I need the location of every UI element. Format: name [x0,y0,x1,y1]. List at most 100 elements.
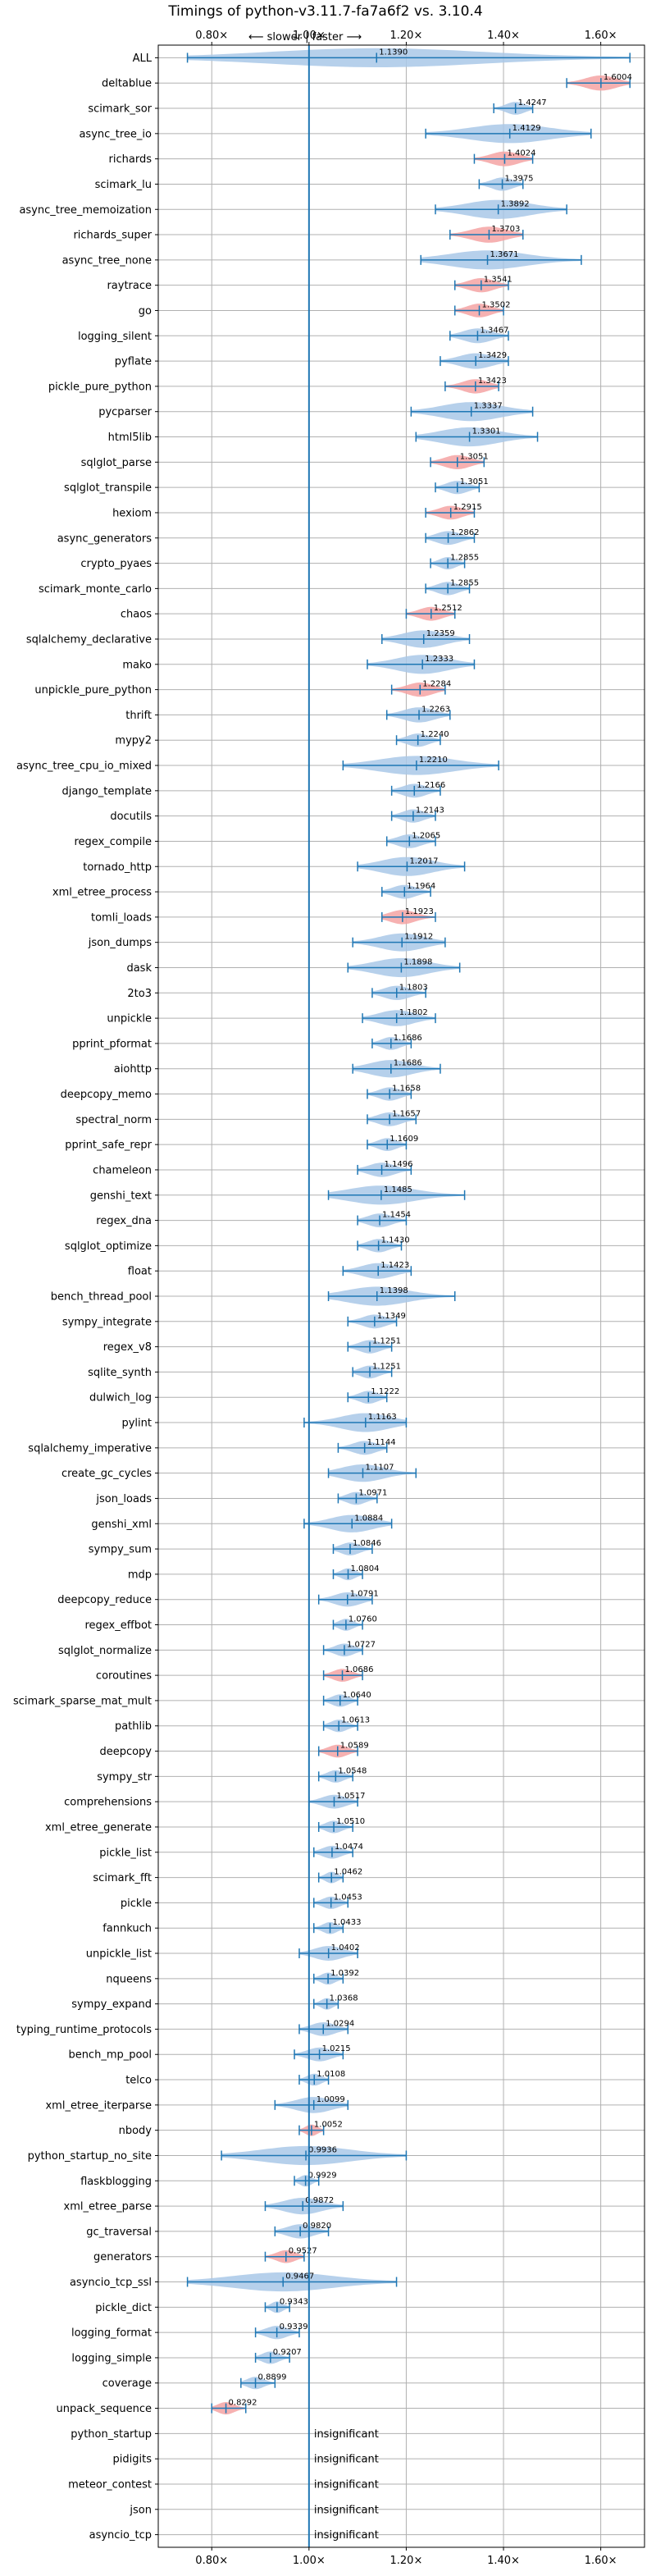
category-label-37: 2to3 [127,988,152,1000]
value-label-32: 1.2017 [409,856,438,866]
tick-label-bottom-0: 0.80× [195,2555,228,2567]
value-label-29: 1.2166 [417,781,445,790]
value-label-15: 1.3301 [472,427,501,436]
value-label-13: 1.3423 [478,377,507,386]
category-label-28: async_tree_cpu_io_mixed [16,760,152,773]
category-label-60: mdp [128,1569,152,1581]
category-label-7: richards_super [73,230,152,242]
category-label-86: gc_traversal [86,2226,152,2238]
value-label-54: 1.1163 [368,1413,397,1422]
value-label-17: 1.3051 [460,477,489,486]
category-label-9: raytrace [107,280,152,292]
category-label-6: async_tree_memoization [19,204,152,217]
tick-label-top-2: 1.20× [390,30,423,42]
category-label-68: sympy_str [97,1771,152,1784]
value-label-91: 0.9207 [273,2348,302,2357]
category-label-75: unpickle_list [86,1948,152,1961]
category-label-76: nqueens [106,1973,152,1985]
value-label-56: 1.1107 [365,1464,394,1473]
category-label-65: scimark_sparse_mat_mult [13,1695,152,1707]
category-label-54: pylint [121,1418,152,1430]
value-label-85: 0.9872 [305,2196,334,2205]
category-label-13: pickle_pure_python [48,381,152,393]
value-label-50: 1.1349 [377,1312,406,1321]
value-label-19: 1.2862 [451,528,480,537]
value-label-21: 1.2855 [450,578,479,587]
category-label-50: sympy_integrate [62,1316,152,1328]
category-label-87: generators [93,2251,152,2263]
value-label-83: 0.9936 [308,2145,337,2154]
category-label-62: regex_effbot [84,1619,152,1632]
category-label-39: pprint_pformat [72,1038,152,1050]
value-label-5: 1.3975 [505,174,534,183]
value-label-64: 1.0686 [345,1665,374,1674]
plot-frame [157,44,645,2548]
value-label-18: 1.2915 [453,503,482,512]
tick-label-top-1: 1.00× [293,30,326,42]
insignificant-label-98: insignificant [314,2529,379,2542]
value-label-16: 1.3051 [460,452,489,461]
value-label-41: 1.1658 [392,1085,421,1094]
value-label-11: 1.3467 [480,326,508,335]
category-label-51: regex_v8 [103,1341,152,1354]
value-label-84: 0.9929 [308,2171,337,2180]
tick-label-bottom-1: 1.00× [293,2555,326,2567]
category-label-33: xml_etree_process [52,887,152,899]
value-label-24: 1.2333 [425,655,453,664]
category-label-64: coroutines [96,1670,152,1683]
value-label-75: 1.0402 [331,1943,360,1953]
category-label-23: sqlalchemy_declarative [26,633,152,646]
value-label-37: 1.1803 [399,983,428,992]
category-label-66: pathlib [115,1720,152,1733]
value-label-93: 0.8292 [229,2399,257,2408]
category-label-63: sqlglot_normalize [58,1645,152,1657]
value-label-1: 1.6004 [604,73,632,82]
value-label-76: 1.0392 [330,1969,359,1978]
category-label-35: json_dumps [88,937,152,949]
category-label-5: scimark_lu [95,179,152,191]
value-label-53: 1.1222 [371,1387,399,1396]
category-label-3: async_tree_io [79,128,152,140]
value-label-9: 1.3541 [484,276,512,285]
value-label-71: 1.0474 [335,1843,363,1852]
category-label-53: dulwich_log [89,1392,152,1404]
value-label-78: 1.0294 [326,2019,354,2028]
value-label-43: 1.1609 [390,1135,418,1144]
value-label-26: 1.2263 [421,705,450,714]
value-label-28: 1.2210 [419,756,448,765]
value-label-66: 1.0613 [341,1716,370,1725]
category-label-1: deltablue [102,78,152,90]
category-label-17: sqlglot_transpile [64,482,152,495]
category-label-8: async_tree_none [62,254,152,267]
category-label-74: fannkuch [102,1923,152,1935]
value-label-25: 1.2284 [422,680,451,689]
insignificant-label-95: insignificant [314,2454,379,2466]
category-label-46: regex_dna [96,1215,152,1227]
value-label-42: 1.1657 [392,1109,421,1118]
category-label-2: scimark_sor [88,103,152,116]
category-label-19: async_generators [57,532,153,545]
value-label-90: 0.9339 [280,2323,308,2332]
category-label-20: crypto_pyaes [80,558,152,570]
chart-title: Timings of python-v3.11.7-fa7a6f2 vs. 3.… [167,3,482,20]
value-label-8: 1.3671 [490,250,519,259]
value-label-81: 1.0099 [317,2095,345,2104]
category-label-95: pidigits [113,2454,153,2466]
category-label-21: scimark_monte_carlo [39,583,152,596]
value-label-68: 1.0548 [338,1766,367,1775]
category-label-42: spectral_norm [75,1114,152,1126]
category-label-78: typing_runtime_protocols [16,2024,152,2036]
value-label-20: 1.2855 [450,554,479,563]
category-label-98: asyncio_tcp [89,2529,152,2542]
value-label-82: 1.0052 [314,2121,343,2130]
category-label-96: meteor_contest [68,2478,152,2491]
category-label-61: deepcopy_reduce [57,1594,152,1606]
category-label-41: deepcopy_memo [61,1089,152,1101]
category-label-83: python_startup_no_site [28,2150,152,2163]
tick-label-bottom-4: 1.60× [585,2555,617,2567]
value-label-67: 1.0589 [340,1742,369,1751]
direction-label: ⟵ slower | faster ⟶ [248,31,362,43]
category-label-4: richards [109,153,153,166]
category-label-56: create_gc_cycles [61,1468,152,1480]
